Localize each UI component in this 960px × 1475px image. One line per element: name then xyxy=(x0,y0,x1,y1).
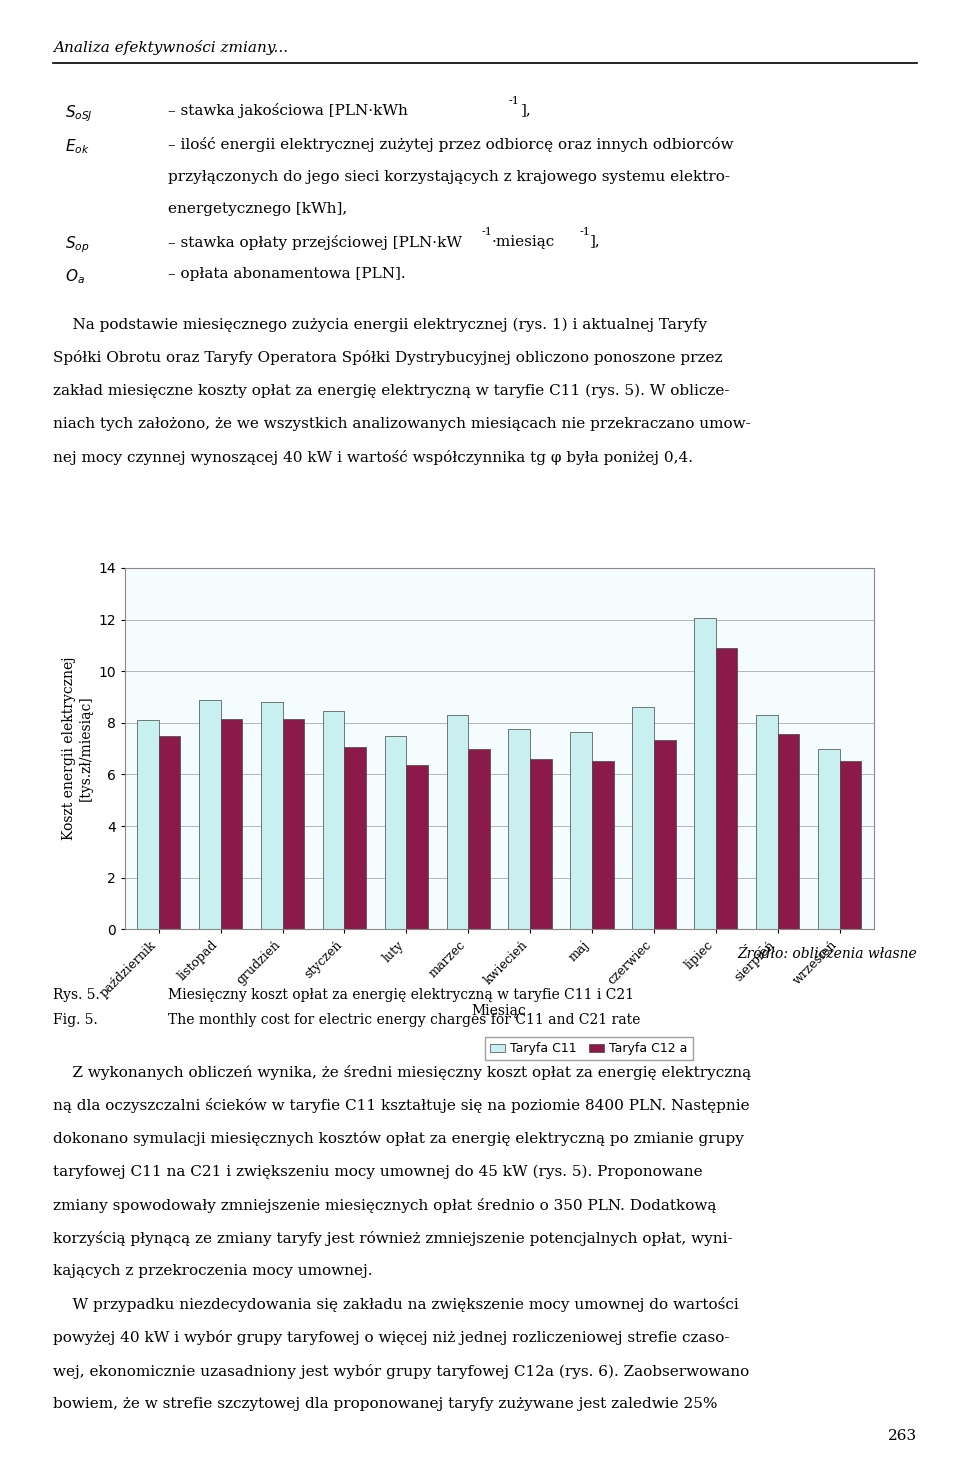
Text: Miesięczny koszt opłat za energię elektryczną w taryfie C11 i C21: Miesięczny koszt opłat za energię elektr… xyxy=(168,988,634,1002)
Text: – stawka jakościowa [PLN·kWh: – stawka jakościowa [PLN·kWh xyxy=(168,103,408,118)
Y-axis label: Koszt energii elektrycznej
[tys.zł/miesiąc]: Koszt energii elektrycznej [tys.zł/miesi… xyxy=(62,656,92,841)
Text: zmiany spowodowały zmniejszenie miesięcznych opłat średnio o 350 PLN. Dodatkową: zmiany spowodowały zmniejszenie miesięcz… xyxy=(53,1198,716,1212)
Text: niach tych założono, że we wszystkich analizowanych miesiącach nie przekraczano : niach tych założono, że we wszystkich an… xyxy=(53,416,751,431)
Text: $\mathit{S}_{oSJ}$: $\mathit{S}_{oSJ}$ xyxy=(65,103,93,124)
Text: dokonano symulacji miesięcznych kosztów opłat za energię elektryczną po zmianie : dokonano symulacji miesięcznych kosztów … xyxy=(53,1131,744,1146)
Text: wej, ekonomicznie uzasadniony jest wybór grupy taryfowej C12a (rys. 6). Zaobserw: wej, ekonomicznie uzasadniony jest wybór… xyxy=(53,1363,749,1379)
Bar xyxy=(530,758,552,929)
Bar xyxy=(570,732,592,929)
Bar xyxy=(446,715,468,929)
Text: taryfowej C11 na C21 i zwiększeniu mocy umownej do 45 kW (rys. 5). Proponowane: taryfowej C11 na C21 i zwiększeniu mocy … xyxy=(53,1165,703,1179)
Bar xyxy=(406,766,428,929)
Text: W przypadku niezdecydowania się zakładu na zwiększenie mocy umownej do wartości: W przypadku niezdecydowania się zakładu … xyxy=(53,1298,738,1313)
Text: Spółki Obrotu oraz Taryfy Operatora Spółki Dystrybucyjnej obliczono ponoszone pr: Spółki Obrotu oraz Taryfy Operatora Spół… xyxy=(53,350,722,366)
Bar xyxy=(756,715,778,929)
Text: $\mathit{S}_{op}$: $\mathit{S}_{op}$ xyxy=(65,235,89,255)
Text: -1: -1 xyxy=(580,227,590,237)
Bar xyxy=(694,618,716,929)
Text: ną dla oczyszczalni ścieków w taryfie C11 kształtuje się na poziomie 8400 PLN. N: ną dla oczyszczalni ścieków w taryfie C1… xyxy=(53,1097,750,1114)
Bar xyxy=(778,735,800,929)
Text: ],: ], xyxy=(520,103,531,117)
Bar xyxy=(158,736,180,929)
X-axis label: Miesiąc: Miesiąc xyxy=(471,1004,527,1018)
Text: Na podstawie miesięcznego zużycia energii elektrycznej (rys. 1) i aktualnej Tary: Na podstawie miesięcznego zużycia energi… xyxy=(53,317,707,332)
Bar xyxy=(840,761,861,929)
Bar xyxy=(509,729,530,929)
Text: bowiem, że w strefie szczytowej dla proponowanej taryfy zużywane jest zaledwie 2: bowiem, że w strefie szczytowej dla prop… xyxy=(53,1397,717,1410)
Text: korzyścią płynącą ze zmiany taryfy jest również zmniejszenie potencjalnych opłat: korzyścią płynącą ze zmiany taryfy jest … xyxy=(53,1230,732,1246)
Bar xyxy=(468,748,490,929)
Text: energetycznego [kWh],: energetycznego [kWh], xyxy=(168,202,348,215)
Text: Fig. 5.: Fig. 5. xyxy=(53,1013,98,1027)
Text: nej mocy czynnej wynoszącej 40 kW i wartość współczynnika tg φ była poniżej 0,4.: nej mocy czynnej wynoszącej 40 kW i wart… xyxy=(53,450,693,465)
Text: Analiza efektywności zmiany...: Analiza efektywności zmiany... xyxy=(53,40,288,55)
Bar xyxy=(654,739,676,929)
Bar xyxy=(221,718,242,929)
Text: ],: ], xyxy=(589,235,600,248)
Bar xyxy=(282,718,304,929)
Bar xyxy=(345,748,366,929)
Text: – ilość energii elektrycznej zużytej przez odbiorcę oraz innych odbiorców: – ilość energii elektrycznej zużytej prz… xyxy=(168,137,733,152)
Bar xyxy=(323,711,345,929)
Text: Z wykonanych obliczeń wynika, że średni miesięczny koszt opłat za energię elektr: Z wykonanych obliczeń wynika, że średni … xyxy=(53,1065,751,1080)
Bar xyxy=(818,748,840,929)
Bar xyxy=(385,736,406,929)
Text: 263: 263 xyxy=(888,1429,917,1443)
Text: Rys. 5.: Rys. 5. xyxy=(53,988,100,1002)
Text: $\mathit{E}_{ok}$: $\mathit{E}_{ok}$ xyxy=(65,137,90,156)
Text: – opłata abonamentowa [PLN].: – opłata abonamentowa [PLN]. xyxy=(168,267,406,280)
Text: -1: -1 xyxy=(482,227,492,237)
Text: The monthly cost for electric energy charges for C11 and C21 rate: The monthly cost for electric energy cha… xyxy=(168,1013,640,1027)
Text: ·miesiąc: ·miesiąc xyxy=(492,235,555,248)
Text: -1: -1 xyxy=(509,96,519,106)
Bar xyxy=(633,708,654,929)
Text: Źródło: obliczenia własne: Źródło: obliczenia własne xyxy=(737,947,917,960)
Bar xyxy=(199,699,221,929)
Text: przyłączonych do jego sieci korzystających z krajowego systemu elektro-: przyłączonych do jego sieci korzystający… xyxy=(168,170,730,183)
Text: powyżej 40 kW i wybór grupy taryfowej o więcej niż jednej rozliczeniowej strefie: powyżej 40 kW i wybór grupy taryfowej o … xyxy=(53,1330,730,1345)
Bar xyxy=(592,761,613,929)
Text: kających z przekroczenia mocy umownej.: kających z przekroczenia mocy umownej. xyxy=(53,1264,372,1277)
Legend: Taryfa C11, Taryfa C12 a: Taryfa C11, Taryfa C12 a xyxy=(486,1037,693,1061)
Text: $\mathit{O}_{a}$: $\mathit{O}_{a}$ xyxy=(65,267,85,286)
Text: – stawka opłaty przejściowej [PLN·kW: – stawka opłaty przejściowej [PLN·kW xyxy=(168,235,462,249)
Bar xyxy=(137,720,158,929)
Bar xyxy=(261,702,282,929)
Bar xyxy=(716,648,737,929)
Text: zakład miesięczne koszty opłat za energię elektryczną w taryfie C11 (rys. 5). W : zakład miesięczne koszty opłat za energi… xyxy=(53,384,730,398)
